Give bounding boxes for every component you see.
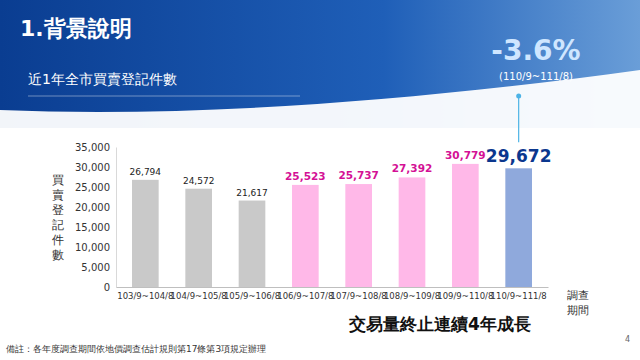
subtitle-rule [28, 96, 300, 97]
x-tick: 109/9~110/8 [437, 287, 493, 301]
x-tick-label: 106/9~107/8 [277, 291, 333, 301]
y-tick-label: 10,000 [75, 242, 110, 253]
x-axis-title: 調查期間 [567, 289, 589, 317]
y-tick: 5,000 [81, 262, 116, 273]
x-tick: 108/9~109/8 [384, 287, 440, 301]
y-tick: 30,000 [75, 162, 116, 173]
y-tick: 35,000 [75, 142, 116, 153]
y-tick: 0 [104, 282, 116, 293]
data-labels: 26,794 24,572 21,617 25,523 25,737 27,392 30,7… [130, 146, 552, 197]
bars [132, 164, 532, 287]
x-tick-label: 110/9~111/8 [491, 291, 547, 301]
x-tick-label: 107/9~108/8 [331, 291, 387, 301]
period-annotation: (110/9~111/8) [499, 71, 573, 82]
x-tick-label: 108/9~109/8 [384, 291, 440, 301]
y-tick-label: 25,000 [75, 182, 110, 193]
connector [518, 96, 519, 142]
header-band [0, 0, 640, 128]
x-axis: 103/9~104/8104/9~105/8105/9~106/8106/9~1… [117, 287, 549, 301]
data-label: 24,572 [183, 176, 215, 186]
y-tick-label: 35,000 [75, 142, 110, 153]
slide: 1.背景說明近1年全市買賣登記件數 0 5,000 10,000 15,000 20,00… [0, 0, 640, 360]
conclusion: 交易量終止連續4年成長 [348, 314, 531, 334]
data-label: 21,617 [236, 188, 268, 198]
data-label: 25,523 [285, 170, 326, 182]
y-tick: 25,000 [75, 182, 116, 193]
y-tick: 15,000 [75, 222, 116, 233]
y-tick: 20,000 [75, 202, 116, 213]
y-tick-label: 20,000 [75, 202, 110, 213]
subtitle: 近1年全市買賣登記件數 [28, 71, 177, 87]
bar [239, 201, 266, 287]
data-label: 30,779 [445, 149, 486, 161]
x-tick-label: 103/9~104/8 [117, 291, 173, 301]
data-label: 27,392 [392, 162, 433, 174]
header-curve [0, 70, 640, 128]
bar [132, 180, 159, 287]
x-tick: 104/9~105/8 [171, 287, 227, 301]
y-axis-title: 買賣登記件數 [52, 173, 64, 262]
connector-dot [516, 94, 521, 99]
y-axis-line [116, 148, 117, 288]
page-number: 4 [625, 335, 630, 344]
y-tick-label: 5,000 [81, 262, 110, 273]
footnote: 備註：各年度調查期間依地價調查估計規則第17條第3項規定辦理 [6, 344, 266, 354]
data-label: 26,794 [130, 167, 162, 177]
y-axis: 0 5,000 10,000 15,000 20,000 25,000 30,000 35,0… [75, 142, 117, 293]
bar [399, 177, 426, 287]
y-tick-label: 30,000 [75, 162, 110, 173]
bar [185, 189, 212, 287]
y-tick-label: 15,000 [75, 222, 110, 233]
x-axis-line [117, 287, 549, 288]
x-tick-label: 105/9~106/8 [224, 291, 280, 301]
bar [452, 164, 479, 287]
title: 1.背景說明 [20, 16, 132, 41]
x-tick: 105/9~106/8 [224, 287, 280, 301]
x-tick-label: 109/9~110/8 [437, 291, 493, 301]
x-tick-label: 104/9~105/8 [171, 291, 227, 301]
bar [505, 168, 532, 287]
x-tick: 103/9~104/8 [117, 287, 173, 301]
y-tick: 10,000 [75, 242, 116, 253]
x-tick: 106/9~107/8 [277, 287, 333, 301]
y-tick-label: 0 [104, 282, 110, 293]
data-label: 29,672 [486, 146, 552, 166]
x-tick: 110/9~111/8 [491, 287, 547, 301]
bar [345, 184, 372, 287]
data-label: 25,737 [338, 169, 379, 181]
x-tick: 107/9~108/8 [331, 287, 387, 301]
change-annotation: -3.6% [491, 34, 580, 67]
bar [292, 185, 319, 287]
